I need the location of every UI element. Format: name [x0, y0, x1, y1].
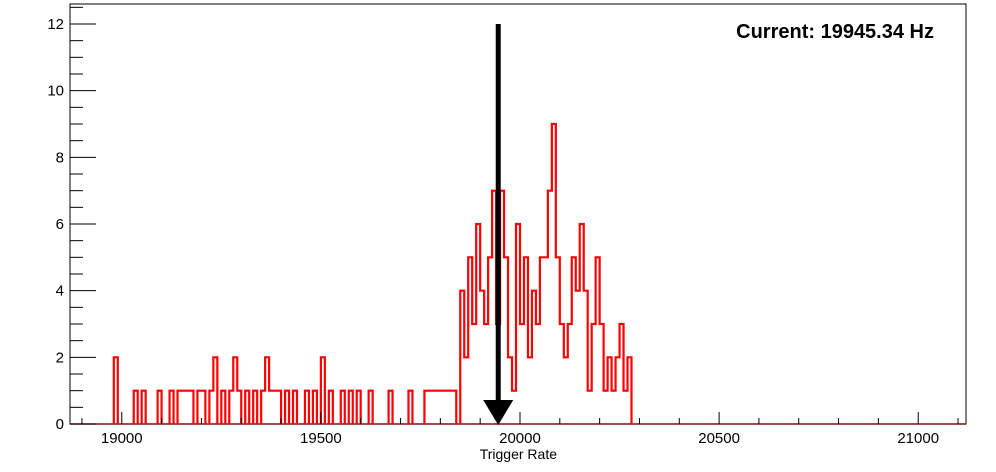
y-tick-label: 0: [56, 416, 64, 433]
y-tick-label: 10: [47, 83, 64, 100]
y-tick-label: 8: [56, 149, 64, 166]
x-tick-label: 20500: [698, 430, 740, 447]
current-rate-label: Current: 19945.34 Hz: [736, 21, 934, 43]
y-tick-label: 2: [56, 349, 64, 366]
plot-frame: [69, 3, 967, 425]
x-tick-label: 21000: [897, 430, 939, 447]
y-tick-label: 4: [56, 283, 64, 300]
histogram-series-0: [112, 122, 633, 424]
x-tick-label: 19000: [101, 430, 143, 447]
y-tick-label: 6: [56, 216, 64, 233]
current-rate-arrow-head: [483, 400, 514, 425]
x-axis-title: Trigger Rate: [480, 446, 558, 462]
x-tick-label: 20000: [499, 430, 541, 447]
y-tick-label: 12: [47, 16, 64, 33]
x-tick-label: 19500: [300, 430, 342, 447]
